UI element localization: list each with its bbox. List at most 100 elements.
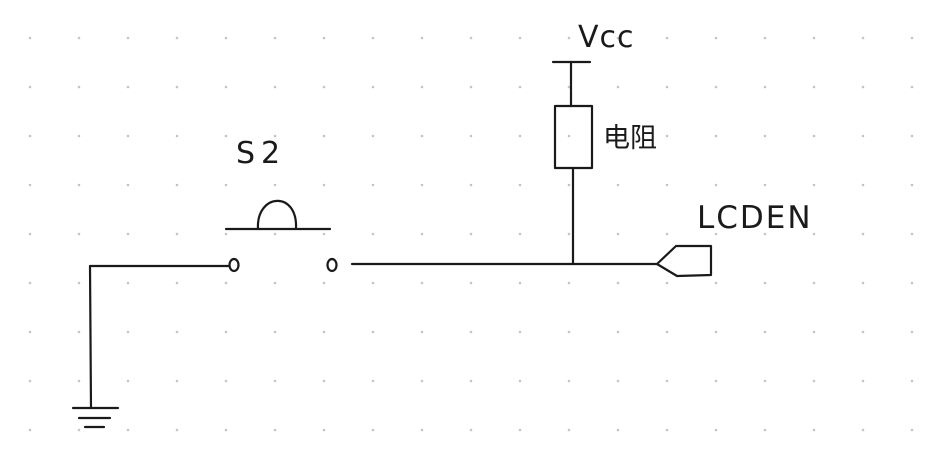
- grid-dot: [224, 428, 228, 432]
- switch-label: S2: [236, 136, 287, 171]
- grid-dot: [714, 134, 718, 138]
- grid-dot: [812, 379, 816, 383]
- grid-dot: [469, 281, 473, 285]
- grid-dot: [910, 330, 914, 334]
- grid-dot: [861, 85, 865, 89]
- resistor-body: [553, 104, 594, 170]
- grid-dot: [616, 330, 620, 334]
- grid-dot: [420, 330, 424, 334]
- grid-dot: [910, 281, 914, 285]
- grid-dot: [77, 428, 81, 432]
- grid-dot: [469, 85, 473, 89]
- grid-dot: [616, 85, 620, 89]
- grid-dot: [175, 330, 179, 334]
- grid-dot: [714, 36, 718, 40]
- grid-dot: [665, 428, 669, 432]
- grid-dot: [910, 85, 914, 89]
- grid-dot: [763, 183, 767, 187]
- grid-dot: [665, 85, 669, 89]
- grid-dot: [518, 281, 522, 285]
- grid-dot: [273, 183, 277, 187]
- grid-dot: [322, 330, 326, 334]
- grid-dot: [126, 281, 130, 285]
- grid-dot: [224, 330, 228, 334]
- grid-dot: [469, 36, 473, 40]
- grid-dot: [763, 330, 767, 334]
- grid-dot: [567, 330, 571, 334]
- grid-dot: [518, 428, 522, 432]
- grid-dot: [28, 428, 32, 432]
- grid-dot: [616, 134, 620, 138]
- grid-dot: [273, 134, 277, 138]
- grid-dot: [175, 281, 179, 285]
- grid-dot: [518, 330, 522, 334]
- grid-dot: [371, 330, 375, 334]
- grid-dot: [812, 428, 816, 432]
- grid-dot: [763, 36, 767, 40]
- grid-dot: [175, 36, 179, 40]
- grid-dot: [322, 85, 326, 89]
- grid-dot: [518, 232, 522, 236]
- grid-dot: [763, 85, 767, 89]
- vcc-label: Vcc: [578, 20, 635, 55]
- grid-dot: [273, 330, 277, 334]
- grid-dot: [861, 183, 865, 187]
- grid-dot: [28, 379, 32, 383]
- grid-dot: [567, 232, 571, 236]
- grid-dot: [322, 134, 326, 138]
- grid-dot: [812, 134, 816, 138]
- grid-dot: [714, 428, 718, 432]
- grid-dot: [665, 379, 669, 383]
- grid-dot: [371, 281, 375, 285]
- grid-dot: [371, 232, 375, 236]
- ground-wire-vertical: [88, 264, 93, 410]
- grid-dot: [518, 183, 522, 187]
- grid-dot: [714, 281, 718, 285]
- grid-dot: [175, 134, 179, 138]
- grid-dot: [518, 379, 522, 383]
- grid-dot: [518, 36, 522, 40]
- grid-dot: [714, 330, 718, 334]
- grid-dot: [567, 428, 571, 432]
- grid-dot: [567, 134, 571, 138]
- grid-dot: [567, 36, 571, 40]
- grid-dot: [322, 428, 326, 432]
- grid-dot: [567, 183, 571, 187]
- grid-dot: [28, 330, 32, 334]
- grid-dot: [322, 232, 326, 236]
- grid-dot: [812, 281, 816, 285]
- switch-contact-left: [228, 257, 240, 273]
- grid-dot: [469, 232, 473, 236]
- grid-dot: [518, 85, 522, 89]
- grid-dot: [126, 85, 130, 89]
- grid-dot: [273, 85, 277, 89]
- grid-dot: [28, 281, 32, 285]
- grid-dot: [77, 36, 81, 40]
- grid-dot: [77, 232, 81, 236]
- grid-dot: [420, 85, 424, 89]
- grid-dot: [371, 428, 375, 432]
- grid-dot: [763, 232, 767, 236]
- grid-dot: [812, 330, 816, 334]
- grid-dot: [28, 183, 32, 187]
- resistor-label: 电阻: [603, 123, 657, 154]
- grid-dot: [616, 428, 620, 432]
- grid-dot: [420, 232, 424, 236]
- lcden-label: LCDEN: [697, 200, 813, 236]
- grid-dot: [763, 281, 767, 285]
- grid-dot: [371, 36, 375, 40]
- grid-dot: [420, 183, 424, 187]
- grid-dot: [77, 134, 81, 138]
- grid-dot: [126, 183, 130, 187]
- grid-dot: [714, 85, 718, 89]
- grid-dot: [224, 183, 228, 187]
- grid-dot: [224, 36, 228, 40]
- grid-dot: [567, 281, 571, 285]
- grid-dot: [273, 428, 277, 432]
- grid-dot: [763, 134, 767, 138]
- grid-dot: [861, 428, 865, 432]
- grid-dot: [273, 36, 277, 40]
- grid-dot: [371, 379, 375, 383]
